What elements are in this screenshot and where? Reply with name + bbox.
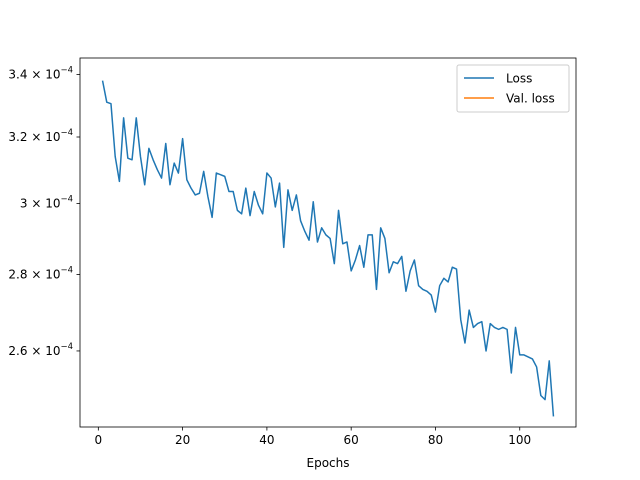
y-tick-label: 2.8 × 10−4 — [8, 266, 73, 282]
legend: Loss Val. loss — [456, 64, 570, 113]
legend-label-val-loss: Val. loss — [506, 92, 555, 106]
x-tick-label: 100 — [508, 433, 531, 447]
x-tick-label: 40 — [259, 433, 274, 447]
x-axis-label: Epochs — [307, 456, 350, 470]
x-tick-label: 0 — [95, 433, 103, 447]
legend-box — [456, 64, 570, 113]
x-axis-ticks: 0 20 40 60 80 100 — [95, 427, 531, 447]
y-tick-label: 2.6 × 10−4 — [8, 342, 73, 358]
axes-frame — [79, 57, 577, 428]
series-layer — [101, 80, 555, 417]
y-tick-label: 3 × 10−4 — [20, 194, 73, 210]
y-axis-ticks: 2.6 × 10−4 2.8 × 10−4 3 × 10−4 3.2 × 10−4 3.… — [8, 66, 80, 358]
x-tick-label: 20 — [175, 433, 190, 447]
legend-label-loss: Loss — [506, 72, 532, 86]
x-tick-label: 80 — [428, 433, 443, 447]
plot-area — [79, 57, 577, 428]
x-tick-label: 60 — [344, 433, 359, 447]
y-tick-label: 3.4 × 10−4 — [8, 66, 73, 82]
series-line-0 — [101, 80, 555, 417]
y-tick-label: 3.2 × 10−4 — [8, 128, 73, 144]
